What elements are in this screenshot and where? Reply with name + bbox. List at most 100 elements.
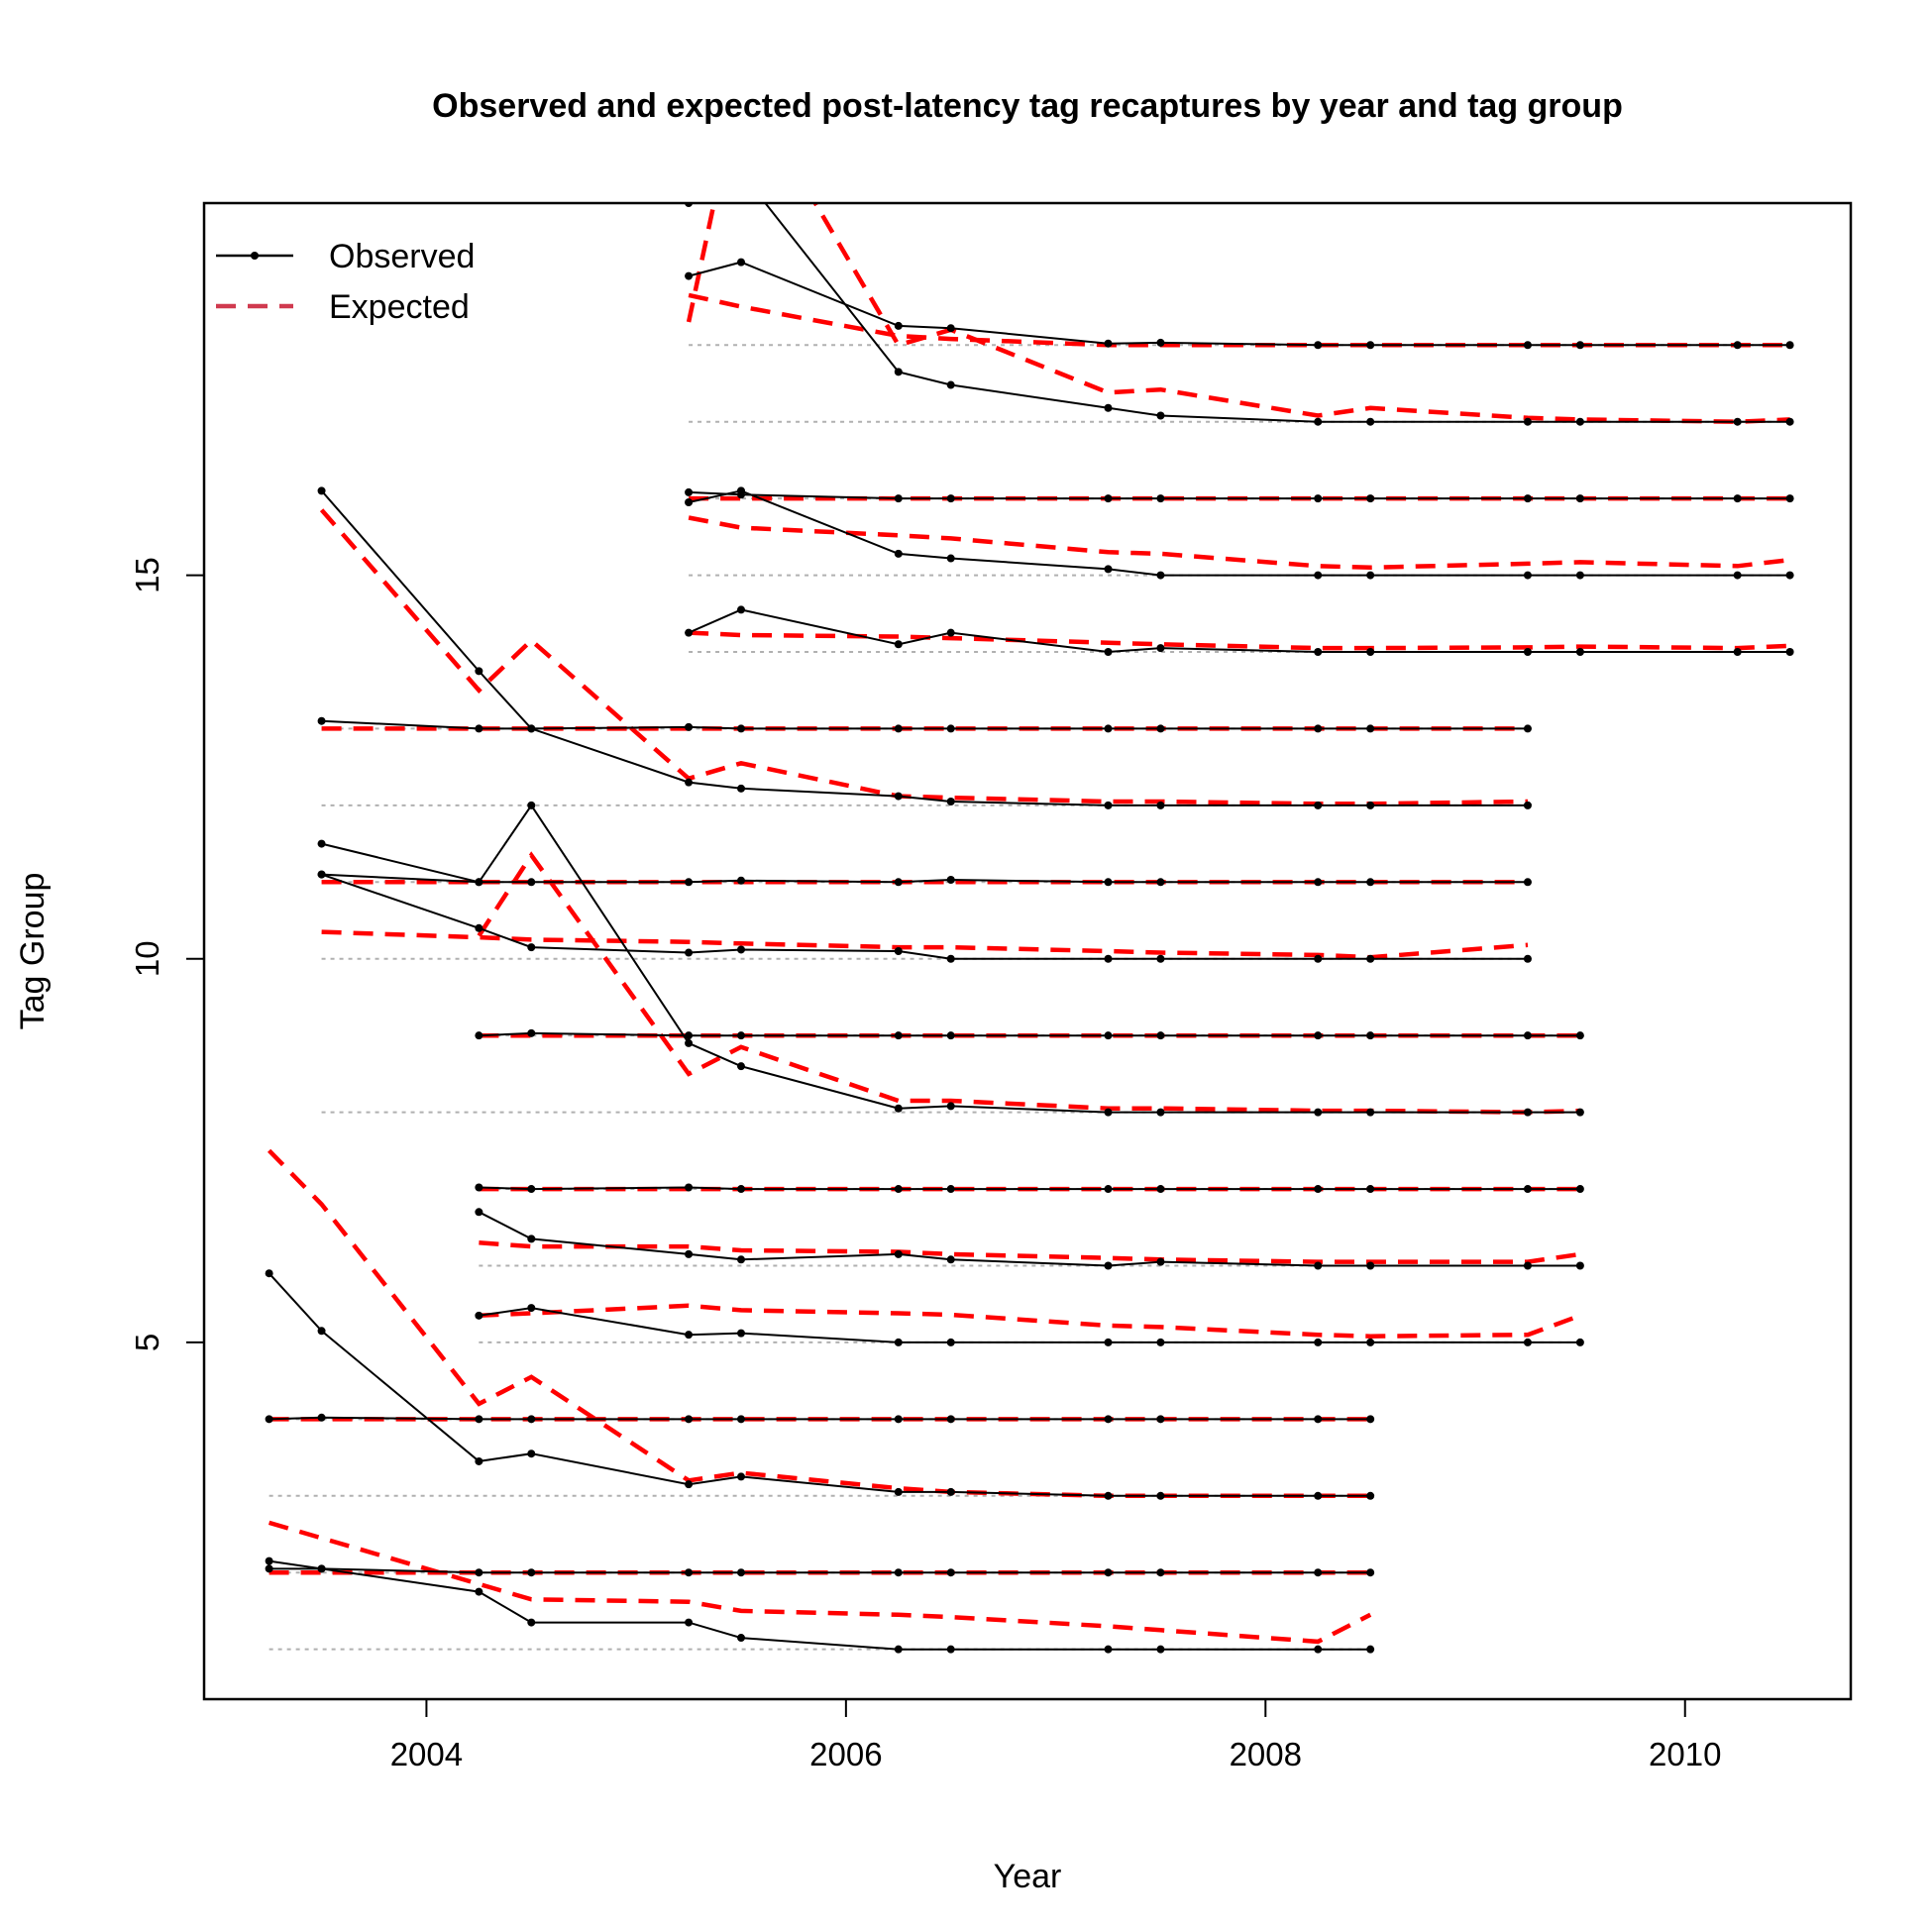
- observed-line-group-1: [268, 1559, 1371, 1651]
- observed-point-group-11: [317, 870, 326, 879]
- observed-point-group-18: [1523, 341, 1532, 350]
- observed-point-group-9: [1104, 1031, 1113, 1040]
- observed-point-group-14: [737, 605, 746, 614]
- expected-line-group-12: [319, 508, 1529, 806]
- observed-point-group-9: [894, 1031, 903, 1040]
- observed-point-group-7: [527, 1185, 536, 1194]
- observed-point-group-15: [1575, 571, 1584, 580]
- observed-point-group-7: [475, 1183, 483, 1192]
- observed-point-group-10: [894, 947, 903, 955]
- observed-point-group-13: [894, 724, 903, 733]
- observed-point-group-15: [946, 554, 955, 563]
- observed-point-group-3: [1156, 1491, 1165, 1500]
- observed-point-group-18: [1314, 341, 1323, 350]
- observed-point-group-1: [265, 1556, 273, 1565]
- observed-point-group-8: [894, 1104, 903, 1113]
- observed-point-group-15: [1366, 571, 1375, 580]
- observed-point-group-11: [737, 876, 746, 885]
- observed-point-group-10: [946, 954, 955, 963]
- observed-point-group-10: [737, 945, 746, 954]
- observed-point-group-16: [1314, 494, 1323, 503]
- observed-point-group-1: [894, 1645, 903, 1654]
- legend-expected-label: Expected: [329, 288, 470, 326]
- observed-point-group-11: [946, 875, 955, 884]
- observed-point-group-6: [1575, 1261, 1584, 1270]
- observed-point-group-11: [894, 878, 903, 887]
- observed-line-group-7: [479, 1186, 1580, 1191]
- observed-point-group-17: [1366, 417, 1375, 426]
- observed-point-group-9: [475, 1031, 483, 1040]
- observed-point-group-15: [1733, 571, 1742, 580]
- observed-point-group-7: [685, 1183, 694, 1192]
- observed-point-group-12: [946, 798, 955, 805]
- observed-point-group-8: [946, 1102, 955, 1111]
- observed-point-group-10: [475, 923, 483, 932]
- observed-point-group-6: [1314, 1261, 1323, 1270]
- expected-line-group-17: [686, 203, 1790, 424]
- observed-point-group-3: [317, 1327, 326, 1336]
- observed-line-group-2: [268, 1567, 1371, 1574]
- observed-points-group: [265, 203, 1794, 1654]
- observed-line-group-15: [688, 489, 1790, 577]
- observed-line-group-17: [689, 203, 1790, 423]
- x-tick-label: 2010: [1649, 1736, 1721, 1772]
- x-tick-label: 2004: [390, 1736, 463, 1772]
- legend-observed-label: Observed: [329, 238, 475, 275]
- observed-point-group-9: [737, 1031, 746, 1040]
- legend-observed-point: [251, 252, 259, 260]
- observed-point-group-8: [685, 1038, 694, 1047]
- observed-point-group-10: [1314, 954, 1323, 963]
- observed-point-group-17: [1156, 411, 1165, 420]
- observed-point-group-3: [475, 1456, 483, 1465]
- observed-point-group-3: [737, 1472, 746, 1481]
- observed-point-group-7: [1523, 1185, 1532, 1194]
- observed-point-group-4: [737, 1415, 746, 1424]
- y-tick-label: 10: [129, 940, 165, 977]
- observed-point-group-4: [265, 1415, 273, 1424]
- observed-point-group-11: [1156, 878, 1165, 887]
- observed-point-group-6: [737, 1255, 746, 1264]
- observed-point-group-15: [685, 498, 694, 506]
- observed-point-group-3: [527, 1449, 536, 1458]
- observed-point-group-5: [1575, 1338, 1584, 1346]
- observed-point-group-3: [894, 1487, 903, 1496]
- observed-series-group: [268, 203, 1790, 1651]
- observed-point-group-4: [685, 1415, 694, 1424]
- observed-point-group-4: [894, 1415, 903, 1424]
- observed-point-group-16: [946, 494, 955, 503]
- observed-point-group-11: [1104, 878, 1113, 887]
- observed-line-group-3: [268, 1272, 1371, 1497]
- observed-point-group-5: [737, 1329, 746, 1338]
- observed-point-group-4: [1104, 1415, 1113, 1424]
- observed-point-group-16: [685, 487, 694, 496]
- observed-point-group-14: [1785, 648, 1794, 656]
- observed-point-group-3: [1104, 1491, 1113, 1500]
- observed-point-group-4: [1366, 1415, 1375, 1424]
- observed-point-group-3: [265, 1269, 273, 1278]
- observed-point-group-17: [1785, 417, 1794, 426]
- observed-point-group-2: [527, 1568, 536, 1577]
- observed-line-group-11: [321, 873, 1528, 884]
- observed-point-group-10: [527, 943, 536, 952]
- observed-point-group-14: [946, 628, 955, 637]
- observed-point-group-2: [685, 1568, 694, 1577]
- observed-point-group-17: [1314, 417, 1323, 426]
- observed-point-group-4: [946, 1415, 955, 1424]
- observed-point-group-9: [946, 1031, 955, 1040]
- observed-point-group-12: [1366, 801, 1375, 809]
- observed-point-group-11: [475, 878, 483, 887]
- observed-point-group-13: [1156, 724, 1165, 733]
- observed-point-group-18: [1366, 341, 1375, 350]
- observed-point-group-11: [527, 878, 536, 887]
- observed-point-group-13: [475, 724, 483, 733]
- observed-point-group-16: [1104, 494, 1113, 503]
- observed-point-group-2: [1314, 1568, 1323, 1577]
- observed-point-group-16: [1575, 494, 1584, 503]
- observed-point-group-6: [894, 1249, 903, 1258]
- observed-point-group-18: [1104, 339, 1113, 348]
- observed-point-group-2: [737, 1568, 746, 1577]
- observed-point-group-3: [1366, 1491, 1375, 1500]
- observed-point-group-8: [1366, 1108, 1375, 1117]
- observed-point-group-12: [475, 667, 483, 676]
- observed-point-group-1: [475, 1587, 483, 1596]
